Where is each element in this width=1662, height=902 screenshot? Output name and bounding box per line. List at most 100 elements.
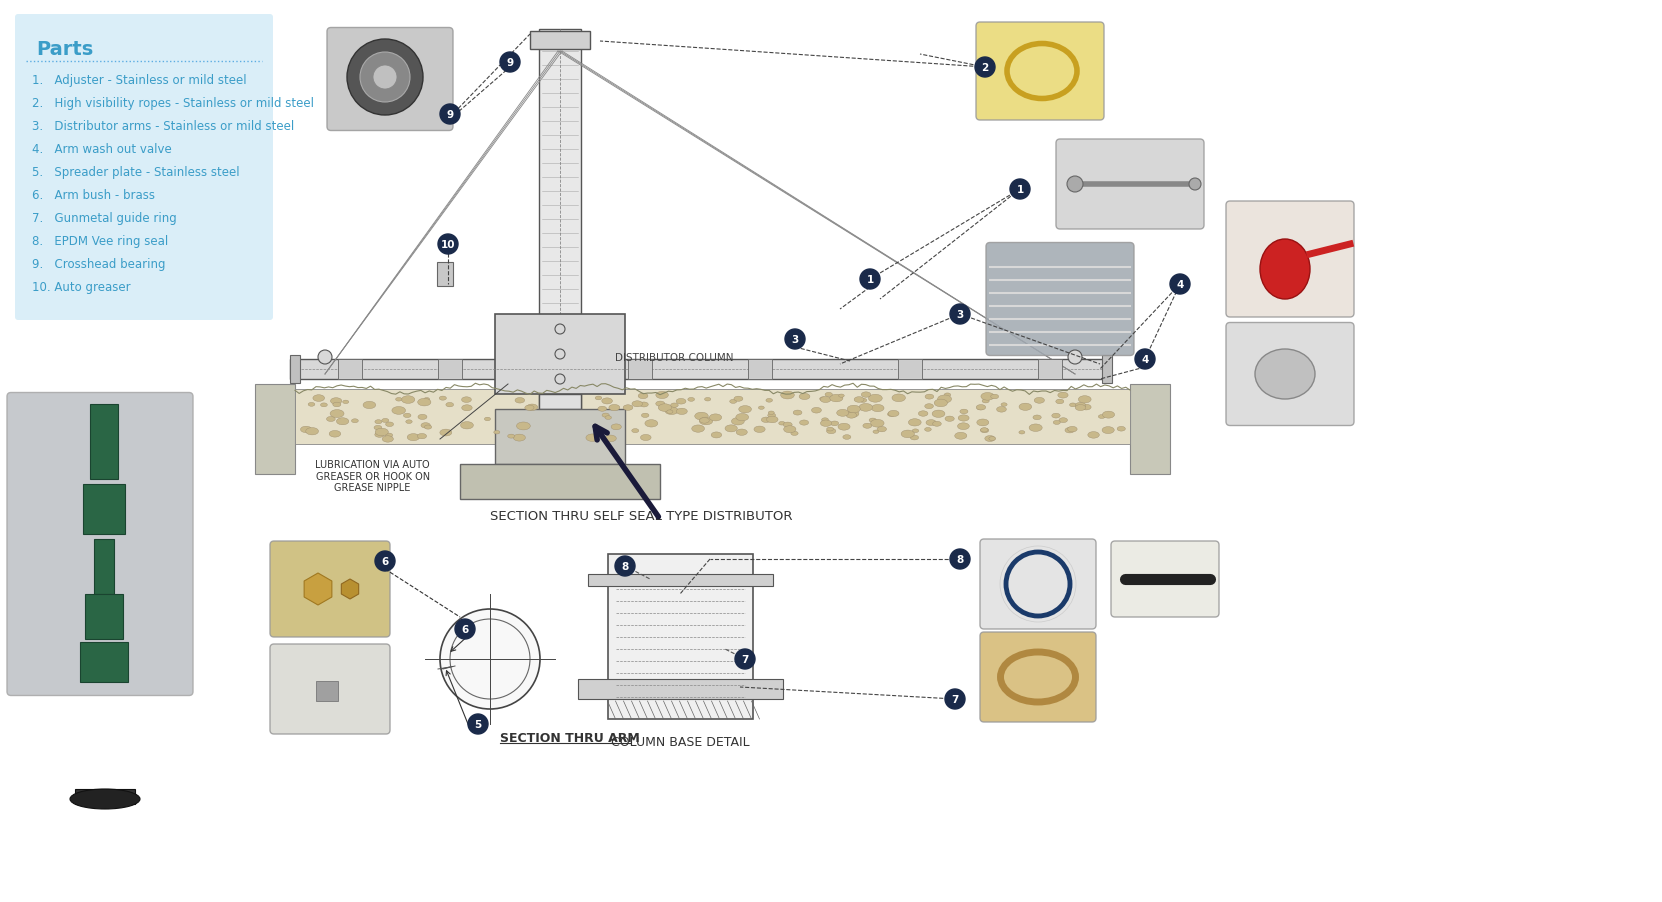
Ellipse shape bbox=[1054, 421, 1060, 425]
Ellipse shape bbox=[407, 434, 419, 441]
Circle shape bbox=[1069, 351, 1082, 364]
Text: 7: 7 bbox=[741, 654, 748, 664]
Ellipse shape bbox=[306, 428, 319, 436]
Ellipse shape bbox=[515, 398, 525, 403]
Bar bbox=[90, 405, 118, 480]
Ellipse shape bbox=[312, 395, 324, 402]
Bar bbox=[628, 360, 652, 380]
Ellipse shape bbox=[924, 404, 934, 410]
Text: 9.   Crosshead bearing: 9. Crosshead bearing bbox=[32, 258, 166, 271]
Bar bbox=[608, 555, 753, 719]
Ellipse shape bbox=[1019, 431, 1025, 435]
Ellipse shape bbox=[736, 414, 748, 421]
Ellipse shape bbox=[382, 437, 394, 443]
FancyBboxPatch shape bbox=[976, 23, 1104, 121]
Ellipse shape bbox=[997, 407, 1007, 413]
Ellipse shape bbox=[937, 400, 947, 406]
Ellipse shape bbox=[957, 423, 969, 430]
Ellipse shape bbox=[374, 426, 382, 430]
Bar bbox=[289, 355, 301, 383]
Ellipse shape bbox=[507, 435, 515, 438]
FancyBboxPatch shape bbox=[269, 644, 391, 734]
Ellipse shape bbox=[301, 427, 312, 433]
Circle shape bbox=[372, 66, 397, 90]
Ellipse shape bbox=[909, 419, 921, 427]
Ellipse shape bbox=[730, 400, 736, 404]
Ellipse shape bbox=[976, 405, 986, 410]
Ellipse shape bbox=[859, 404, 873, 412]
Bar bbox=[495, 410, 625, 465]
Ellipse shape bbox=[977, 407, 984, 410]
Ellipse shape bbox=[826, 428, 836, 434]
Ellipse shape bbox=[494, 431, 500, 435]
Ellipse shape bbox=[981, 428, 987, 433]
Ellipse shape bbox=[944, 393, 951, 397]
Ellipse shape bbox=[595, 397, 602, 400]
Circle shape bbox=[1010, 179, 1030, 199]
Ellipse shape bbox=[871, 405, 884, 412]
Ellipse shape bbox=[1082, 405, 1092, 410]
Ellipse shape bbox=[598, 407, 607, 412]
Ellipse shape bbox=[417, 415, 427, 420]
Ellipse shape bbox=[396, 398, 402, 401]
Ellipse shape bbox=[640, 435, 652, 441]
Circle shape bbox=[455, 620, 475, 640]
Ellipse shape bbox=[417, 434, 427, 439]
Ellipse shape bbox=[826, 428, 833, 431]
Ellipse shape bbox=[695, 413, 708, 420]
Ellipse shape bbox=[1065, 428, 1075, 434]
Ellipse shape bbox=[821, 397, 831, 403]
Bar bbox=[495, 315, 625, 394]
Ellipse shape bbox=[991, 395, 999, 400]
Bar bbox=[254, 384, 294, 474]
Ellipse shape bbox=[1070, 403, 1077, 408]
FancyBboxPatch shape bbox=[269, 541, 391, 638]
Ellipse shape bbox=[420, 423, 430, 428]
Ellipse shape bbox=[912, 429, 919, 433]
Circle shape bbox=[1170, 275, 1190, 295]
Ellipse shape bbox=[1075, 405, 1085, 411]
Ellipse shape bbox=[326, 417, 336, 422]
Ellipse shape bbox=[484, 418, 490, 421]
Circle shape bbox=[317, 351, 332, 364]
Bar bbox=[897, 360, 922, 380]
Bar bbox=[437, 262, 454, 287]
Ellipse shape bbox=[725, 426, 738, 432]
Ellipse shape bbox=[740, 406, 751, 413]
Bar bbox=[460, 465, 660, 500]
Ellipse shape bbox=[982, 400, 989, 403]
Circle shape bbox=[976, 58, 996, 78]
Text: 6: 6 bbox=[462, 624, 469, 634]
Text: 9: 9 bbox=[447, 110, 454, 120]
Bar bbox=[587, 575, 773, 586]
Ellipse shape bbox=[1089, 432, 1099, 438]
Ellipse shape bbox=[1117, 427, 1125, 432]
Text: 6: 6 bbox=[381, 557, 389, 566]
Ellipse shape bbox=[705, 398, 711, 401]
Ellipse shape bbox=[799, 420, 809, 426]
Text: 1: 1 bbox=[1017, 185, 1024, 195]
Bar bbox=[582, 360, 1110, 380]
Circle shape bbox=[500, 53, 520, 73]
Ellipse shape bbox=[424, 426, 432, 429]
Circle shape bbox=[347, 40, 424, 115]
Ellipse shape bbox=[784, 427, 796, 433]
Ellipse shape bbox=[766, 417, 778, 423]
Text: 2: 2 bbox=[981, 63, 989, 73]
FancyBboxPatch shape bbox=[1227, 202, 1355, 318]
Ellipse shape bbox=[514, 435, 525, 442]
Ellipse shape bbox=[843, 436, 851, 440]
Ellipse shape bbox=[351, 419, 359, 423]
Ellipse shape bbox=[892, 394, 906, 402]
Ellipse shape bbox=[821, 419, 828, 422]
Ellipse shape bbox=[1102, 428, 1114, 434]
Ellipse shape bbox=[761, 418, 771, 423]
Ellipse shape bbox=[758, 407, 765, 410]
Ellipse shape bbox=[623, 405, 633, 410]
Ellipse shape bbox=[735, 397, 743, 401]
Ellipse shape bbox=[819, 398, 826, 401]
FancyBboxPatch shape bbox=[7, 393, 193, 695]
Ellipse shape bbox=[700, 418, 713, 426]
Ellipse shape bbox=[386, 422, 394, 427]
Ellipse shape bbox=[665, 408, 678, 415]
